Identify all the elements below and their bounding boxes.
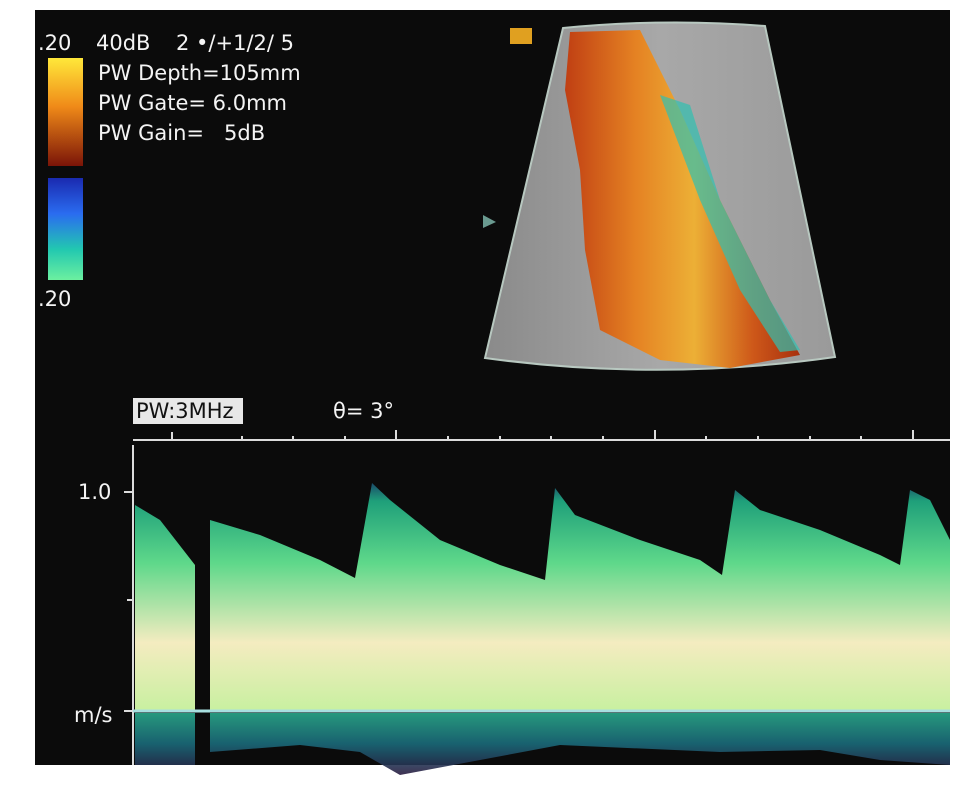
gain: 40dB: [96, 31, 150, 55]
doppler-spectrum-negative: [135, 713, 950, 775]
probe-marker: [510, 28, 532, 44]
color-scale-positive: [48, 58, 83, 166]
velocity-unit: m/s: [74, 703, 112, 727]
scale-top: .20: [38, 31, 71, 55]
page: .20 40dB 2 •/+1/2/ 5 PW Depth=105mm PW G…: [0, 0, 961, 793]
pw-depth: PW Depth=105mm: [98, 61, 301, 85]
scale-bottom: .20: [38, 287, 71, 311]
ultrasound-screen: .20 40dB 2 •/+1/2/ 5 PW Depth=105mm PW G…: [0, 0, 961, 793]
pw-gain: PW Gain= 5dB: [98, 121, 265, 145]
mode-label: PW:3MHz: [136, 399, 234, 423]
velocity-tick-label: 1.0: [78, 480, 111, 504]
angle-label: θ= 3°: [333, 399, 394, 423]
settings: 2 •/+1/2/ 5: [176, 31, 294, 55]
color-scale-negative: [48, 178, 83, 280]
pw-gate: PW Gate= 6.0mm: [98, 91, 287, 115]
